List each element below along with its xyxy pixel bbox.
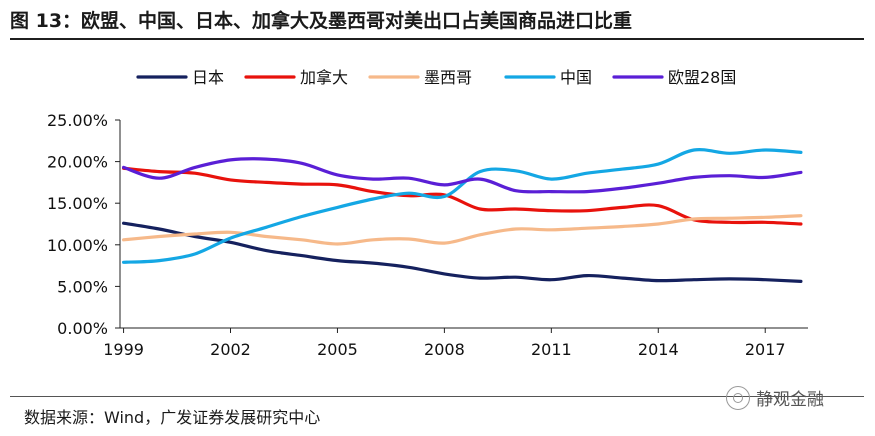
x-tick-label: 2014	[638, 340, 679, 359]
source-note: 数据来源：Wind，广发证券发展研究中心	[24, 408, 321, 427]
source-rule	[10, 396, 864, 397]
y-tick-label: 15.00%	[47, 194, 108, 213]
x-tick-label: 1999	[103, 340, 144, 359]
legend-label: 日本	[192, 68, 224, 87]
axes: 0.00% 5.00% 10.00% 15.00% 20.00% 25.00% 1999 20…	[47, 111, 808, 359]
legend: 日本 加拿大 墨西哥 中国 欧盟28国	[136, 68, 736, 87]
title-rule	[10, 38, 864, 40]
series-line-2	[122, 214, 803, 246]
series-lines	[122, 147, 803, 283]
figure-title: 图 13：欧盟、中国、日本、加拿大及墨西哥对美出口占美国商品进口比重	[10, 10, 633, 32]
legend-label: 欧盟28国	[668, 68, 736, 87]
x-tick-label: 2017	[745, 340, 786, 359]
x-tick-label: 2005	[317, 340, 358, 359]
legend-label: 加拿大	[300, 68, 348, 87]
y-tick-label: 10.00%	[47, 236, 108, 255]
series-line-3	[122, 147, 803, 264]
legend-label: 中国	[560, 68, 592, 87]
series-line-0	[122, 221, 803, 283]
series-line-4	[122, 157, 803, 194]
watermark: 静观金融	[726, 385, 824, 410]
x-tick-label: 2011	[531, 340, 572, 359]
y-tick-label: 0.00%	[57, 319, 108, 338]
legend-label: 墨西哥	[424, 68, 472, 87]
y-tick-label: 20.00%	[47, 153, 108, 172]
x-tick-label: 2008	[424, 340, 465, 359]
y-tick-label: 5.00%	[57, 277, 108, 296]
wechat-icon	[726, 385, 750, 410]
x-tick-label: 2002	[210, 340, 251, 359]
watermark-text: 静观金融	[756, 390, 824, 410]
y-tick-label: 25.00%	[47, 111, 108, 130]
